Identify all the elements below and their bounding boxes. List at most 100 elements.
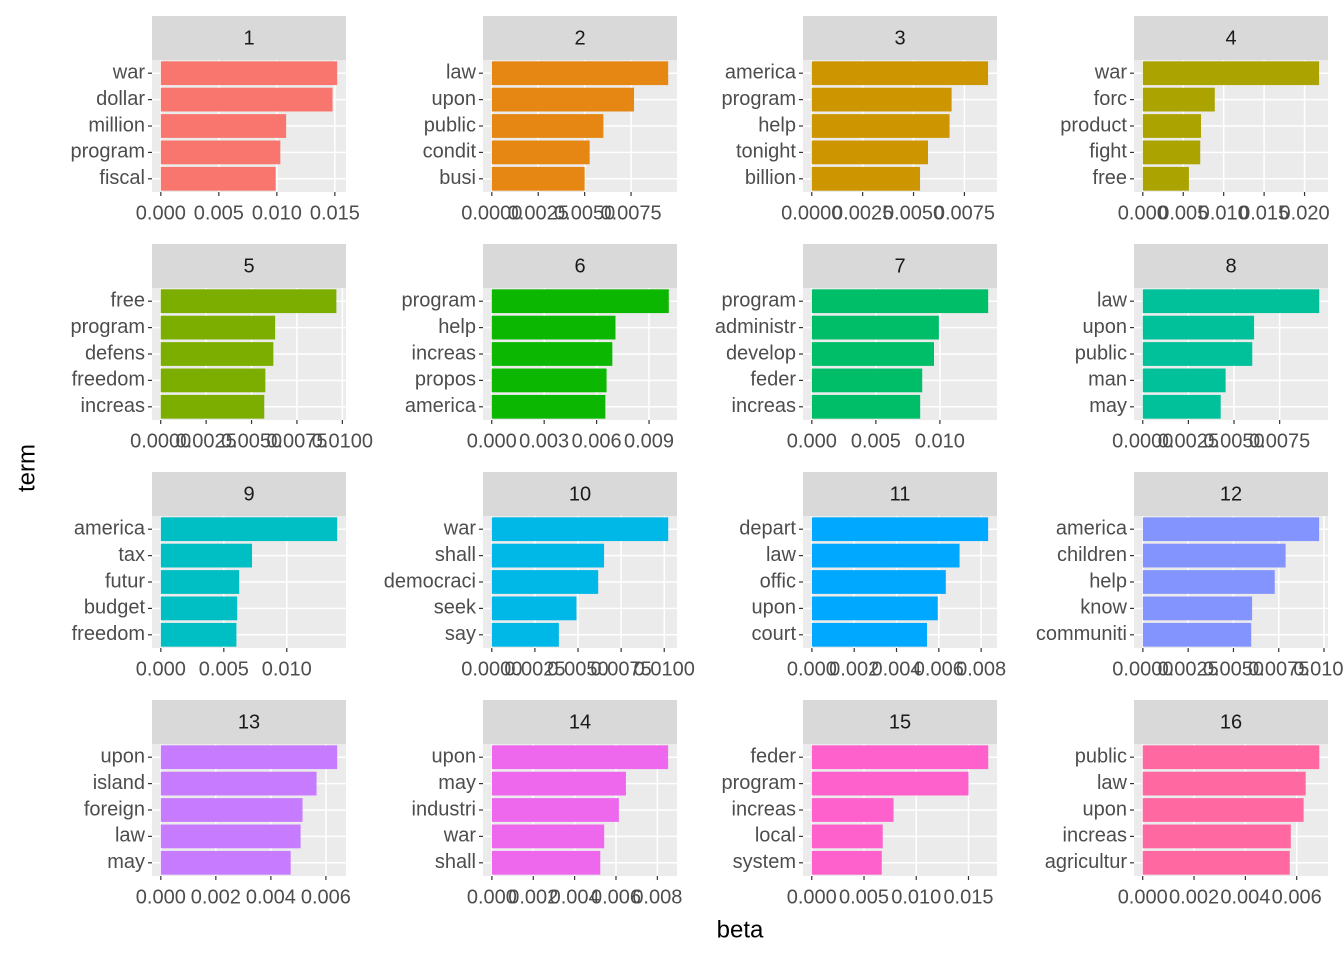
y-tick-label: feder [750,745,796,767]
strip [483,16,677,60]
x-tick-label: 0.0050 [547,658,608,680]
strip [152,472,346,516]
bar [811,596,938,621]
x-tick-label: 0.000 [1118,202,1168,224]
x-tick-label: 0.0025 [508,202,569,224]
x-tick-label: 0.0000 [130,430,191,452]
bar [160,517,338,542]
y-tick-label: law [446,61,477,83]
x-tick-label: 0.005 [199,658,249,680]
strip-label: 2 [574,27,585,49]
bar [160,824,301,849]
y-tick-label: upon [1083,316,1128,338]
bar [1142,570,1275,594]
bar [491,745,669,770]
strip [1134,244,1328,288]
x-axis-title: beta [717,916,764,943]
y-tick-label: product [1060,114,1127,136]
x-tick-label: 0.0000 [461,202,522,224]
strip [803,472,997,516]
x-tick-label: 0.006 [301,886,351,908]
x-tick-label: 0.0025 [1158,658,1219,680]
bar [811,368,923,393]
x-tick-label: 0.000 [467,430,517,452]
bar [491,140,590,165]
bar [160,596,238,621]
strip [1134,700,1328,744]
strip [483,700,677,744]
x-tick-label: 0.0075 [600,202,661,224]
x-tick-label: 0.000 [467,886,517,908]
y-tick-label: foreign [84,798,145,820]
y-tick-label: island [93,772,145,794]
strip-label: 1 [243,27,254,49]
bar [1142,342,1253,366]
x-tick-label: 0.010 [1199,202,1249,224]
strip-label: 6 [574,255,585,277]
y-tick-label: shall [435,851,476,873]
y-tick-label: fight [1089,141,1127,163]
strip [483,472,677,516]
bar [1142,798,1304,822]
y-tick-label: public [424,114,476,136]
y-tick-label: free [1093,167,1127,189]
y-tick-label: budget [84,597,146,619]
x-tick-label: 0.0050 [1203,658,1264,680]
y-tick-label: forc [1094,88,1127,110]
y-tick-label: shall [435,544,476,566]
strip [152,16,346,60]
y-tick-label: million [88,114,145,136]
bar [160,622,237,647]
y-tick-label: war [443,825,477,847]
bar [1142,61,1320,86]
strip [1134,472,1328,516]
bar [160,543,253,568]
x-tick-label: 0.015 [310,202,360,224]
bar [811,140,928,165]
bar [1142,368,1226,393]
y-tick-label: seek [434,597,477,619]
x-tick-label: 0.0075 [934,202,995,224]
y-tick-label: offic [760,570,796,592]
bar [811,570,946,594]
x-tick-label: 0.005 [839,886,889,908]
x-tick-label: 0.0025 [504,658,565,680]
x-tick-label: 0.002 [1169,886,1219,908]
y-tick-label: billion [745,167,796,189]
y-tick-label: agricultur [1045,851,1128,873]
x-tick-label: 0.004 [550,886,600,908]
bar [160,114,287,138]
bar [160,368,266,393]
y-tick-label: increas [412,342,476,364]
strip [152,700,346,744]
y-tick-label: administr [715,316,796,338]
x-tick-label: 0.009 [624,430,674,452]
y-tick-label: program [722,289,796,311]
bar [811,798,894,822]
y-tick-label: program [71,316,145,338]
y-tick-label: futur [105,570,145,592]
y-tick-label: free [111,289,145,311]
y-tick-label: tonight [736,141,796,163]
x-tick-label: 0.0100 [312,430,373,452]
bar [811,87,952,112]
y-tick-label: public [1075,342,1127,364]
y-tick-label: program [722,772,796,794]
y-tick-label: may [438,772,476,794]
bar [491,517,669,542]
y-tick-label: help [1089,570,1127,592]
y-tick-label: law [1097,772,1128,794]
x-tick-label: 0.0075 [1249,430,1310,452]
y-tick-label: america [725,61,797,83]
y-tick-label: say [445,623,476,645]
y-tick-label: help [438,316,476,338]
x-tick-label: 0.002 [191,886,241,908]
x-tick-label: 0.005 [1158,202,1208,224]
y-tick-label: fiscal [99,167,145,189]
bar [491,61,669,86]
x-tick-label: 0.004 [1220,886,1270,908]
strip [152,244,346,288]
bar [811,166,921,191]
strip [483,244,677,288]
